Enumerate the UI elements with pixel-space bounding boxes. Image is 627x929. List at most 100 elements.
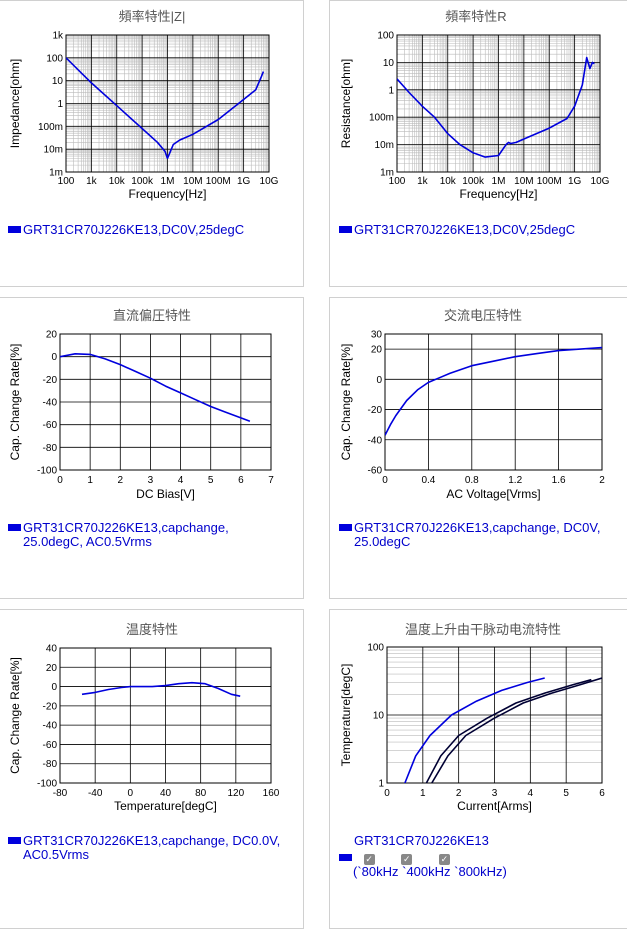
x-tick-label: 0 (384, 788, 390, 799)
x-tick-label: 0 (382, 475, 388, 486)
y-tick-label: 1 (388, 85, 394, 96)
legend-label-line2: 25.0degC (354, 534, 411, 549)
series-line (397, 56, 595, 158)
y-tick-label: 100 (46, 53, 63, 64)
x-tick-label: 3 (492, 788, 498, 799)
series-line (81, 681, 241, 697)
y-tick-label: 10 (52, 76, 64, 87)
x-tick-label: 4 (178, 475, 184, 486)
x-tick-label: 100 (389, 176, 406, 187)
x-tick-label: 2 (599, 475, 605, 486)
x-axis-label: DC Bias[V] (136, 487, 195, 501)
x-tick-label: 1M (161, 176, 175, 187)
dc-bias-panel: 直流偏圧特性 0 1 2 3 4 5 6 7 -100 -80 -60 -40 -20 0 20 DC Bia… (0, 297, 304, 599)
dc-bias-legend: GRT31CR70J226KE13,capchange, 25.0degC, AC… (8, 521, 229, 549)
checkbox-400khz[interactable]: ✓ (401, 854, 413, 865)
chart-title: 頻率特性|Z| (119, 9, 186, 24)
series-line (60, 352, 251, 423)
ac-voltage-chart: 交流电压特性 0 0.4 0.8 1.2 1.6 2 -60 -40 -20 0 20 30 AC Vo… (339, 308, 605, 501)
impedance-chart: 頻率特性|Z| 100 1k 10k 100k 1M 10M 100M 1G 10G 1m 10m 1… (8, 9, 279, 201)
x-tick-label: -80 (53, 788, 68, 799)
x-tick-label: 5 (208, 475, 214, 486)
legend-label-line2: AC0.5Vrms (23, 847, 89, 862)
legend-swatch (339, 226, 352, 234)
y-axis-label: Cap. Change Rate[%] (8, 344, 22, 461)
x-tick-label: 100 (58, 176, 75, 187)
checkbox-80khz[interactable]: ✓ (363, 854, 375, 865)
plot-frame (384, 333, 603, 471)
chart-title: 頻率特性R (445, 9, 506, 24)
legend-label: GRT31CR70J226KE13 (354, 833, 489, 848)
y-tick-label: 1m (49, 168, 63, 179)
checkbox-labels: (`80kHz `400kHz `800kHz) (353, 864, 507, 879)
y-tick-label: 0 (51, 352, 57, 363)
chart-title: 温度特性 (126, 622, 178, 637)
series-line-400khz (425, 678, 592, 783)
y-tick-label: 100m (38, 122, 63, 133)
x-tick-label: 10k (109, 176, 126, 187)
y-tick-label: 1 (57, 99, 63, 110)
y-tick-label: -80 (43, 443, 58, 454)
x-tick-label: 1.2 (508, 475, 522, 486)
y-tick-label: -60 (43, 420, 58, 431)
ac-voltage-legend: GRT31CR70J226KE13,capchange, DC0V, 25.0de… (339, 521, 600, 549)
x-tick-label: 5 (563, 788, 569, 799)
x-tick-label: 0.8 (465, 475, 479, 486)
y-axis-label: Temperature[degC] (339, 664, 353, 767)
x-tick-label: 4 (528, 788, 534, 799)
resistance-legend: GRT31CR70J226KE13,DC0V,25degC (339, 223, 575, 237)
y-tick-label: 0 (51, 682, 57, 693)
legend-label-line1: GRT31CR70J226KE13,capchange, DC0V, (354, 520, 601, 535)
legend-label-line2: 25.0degC, AC0.5Vrms (23, 534, 152, 549)
x-tick-label: 1 (87, 475, 93, 486)
x-axis-label: Temperature[degC] (114, 799, 217, 813)
y-axis-label: Cap. Change Rate[%] (8, 657, 22, 774)
x-tick-label: 1G (568, 176, 582, 187)
y-tick-label: -100 (37, 466, 57, 477)
y-tick-label: -20 (43, 375, 58, 386)
y-tick-label: 10 (373, 711, 385, 722)
y-tick-label: 0 (376, 375, 382, 386)
x-tick-label: 2 (118, 475, 124, 486)
temperature-legend: GRT31CR70J226KE13,capchange, DC0.0V, AC0.… (8, 834, 280, 862)
y-tick-label: 100m (369, 113, 394, 124)
y-tick-label: 1 (378, 779, 384, 790)
x-tick-label: 3 (148, 475, 154, 486)
x-tick-label: 1G (237, 176, 251, 187)
x-tick-label: 160 (263, 788, 280, 799)
y-tick-label: 20 (46, 330, 58, 341)
impedance-legend: GRT31CR70J226KE13,DC0V,25degC (8, 223, 244, 237)
x-tick-label: 100k (131, 176, 154, 187)
x-axis-label: AC Voltage[Vrms] (446, 487, 540, 501)
legend-label: GRT31CR70J226KE13,DC0V,25degC (354, 222, 576, 237)
y-tick-label: -40 (43, 398, 58, 409)
plot-frame (396, 34, 601, 173)
y-tick-label: 40 (46, 644, 58, 655)
plot-area (385, 334, 602, 470)
x-tick-label: 100M (537, 176, 562, 187)
legend-label-line1: GRT31CR70J226KE13,capchange, DC0.0V, (23, 833, 281, 848)
plot-frame (65, 34, 270, 173)
plot-frame (59, 647, 272, 784)
y-axis-label: Resistance[ohm] (339, 59, 353, 148)
legend-label-line1: GRT31CR70J226KE13,capchange, (23, 520, 229, 535)
chart-title: 直流偏圧特性 (113, 308, 191, 323)
x-tick-label: 80 (195, 788, 207, 799)
x-tick-label: 7 (268, 475, 274, 486)
temperature-rise-legend: GRT31CR70J226KE13 ✓ ✓ ✓ (`80kHz `400kHz … (339, 833, 507, 879)
series-line (385, 346, 602, 436)
y-tick-label: 10 (383, 58, 395, 69)
x-tick-label: 1.6 (552, 475, 566, 486)
y-tick-label: -60 (368, 466, 383, 477)
legend-swatch (339, 854, 352, 862)
y-tick-label: -100 (37, 779, 57, 790)
resistance-panel: 頻率特性R 100 1k 10k 100k 1M 10M 100M 1G 10G 1m 10m 100… (329, 0, 627, 287)
ac-voltage-panel: 交流电压特性 0 0.4 0.8 1.2 1.6 2 -60 -40 -20 0 20 30 AC Vo… (329, 297, 627, 599)
y-tick-label: -40 (368, 435, 383, 446)
checkbox-800khz[interactable]: ✓ (438, 854, 450, 865)
y-tick-label: -60 (43, 740, 58, 751)
x-tick-label: 1k (86, 176, 98, 187)
legend-checkbox-row: ✓ ✓ ✓ (339, 851, 507, 865)
y-tick-label: 30 (371, 330, 383, 341)
plot-frame (59, 333, 272, 471)
